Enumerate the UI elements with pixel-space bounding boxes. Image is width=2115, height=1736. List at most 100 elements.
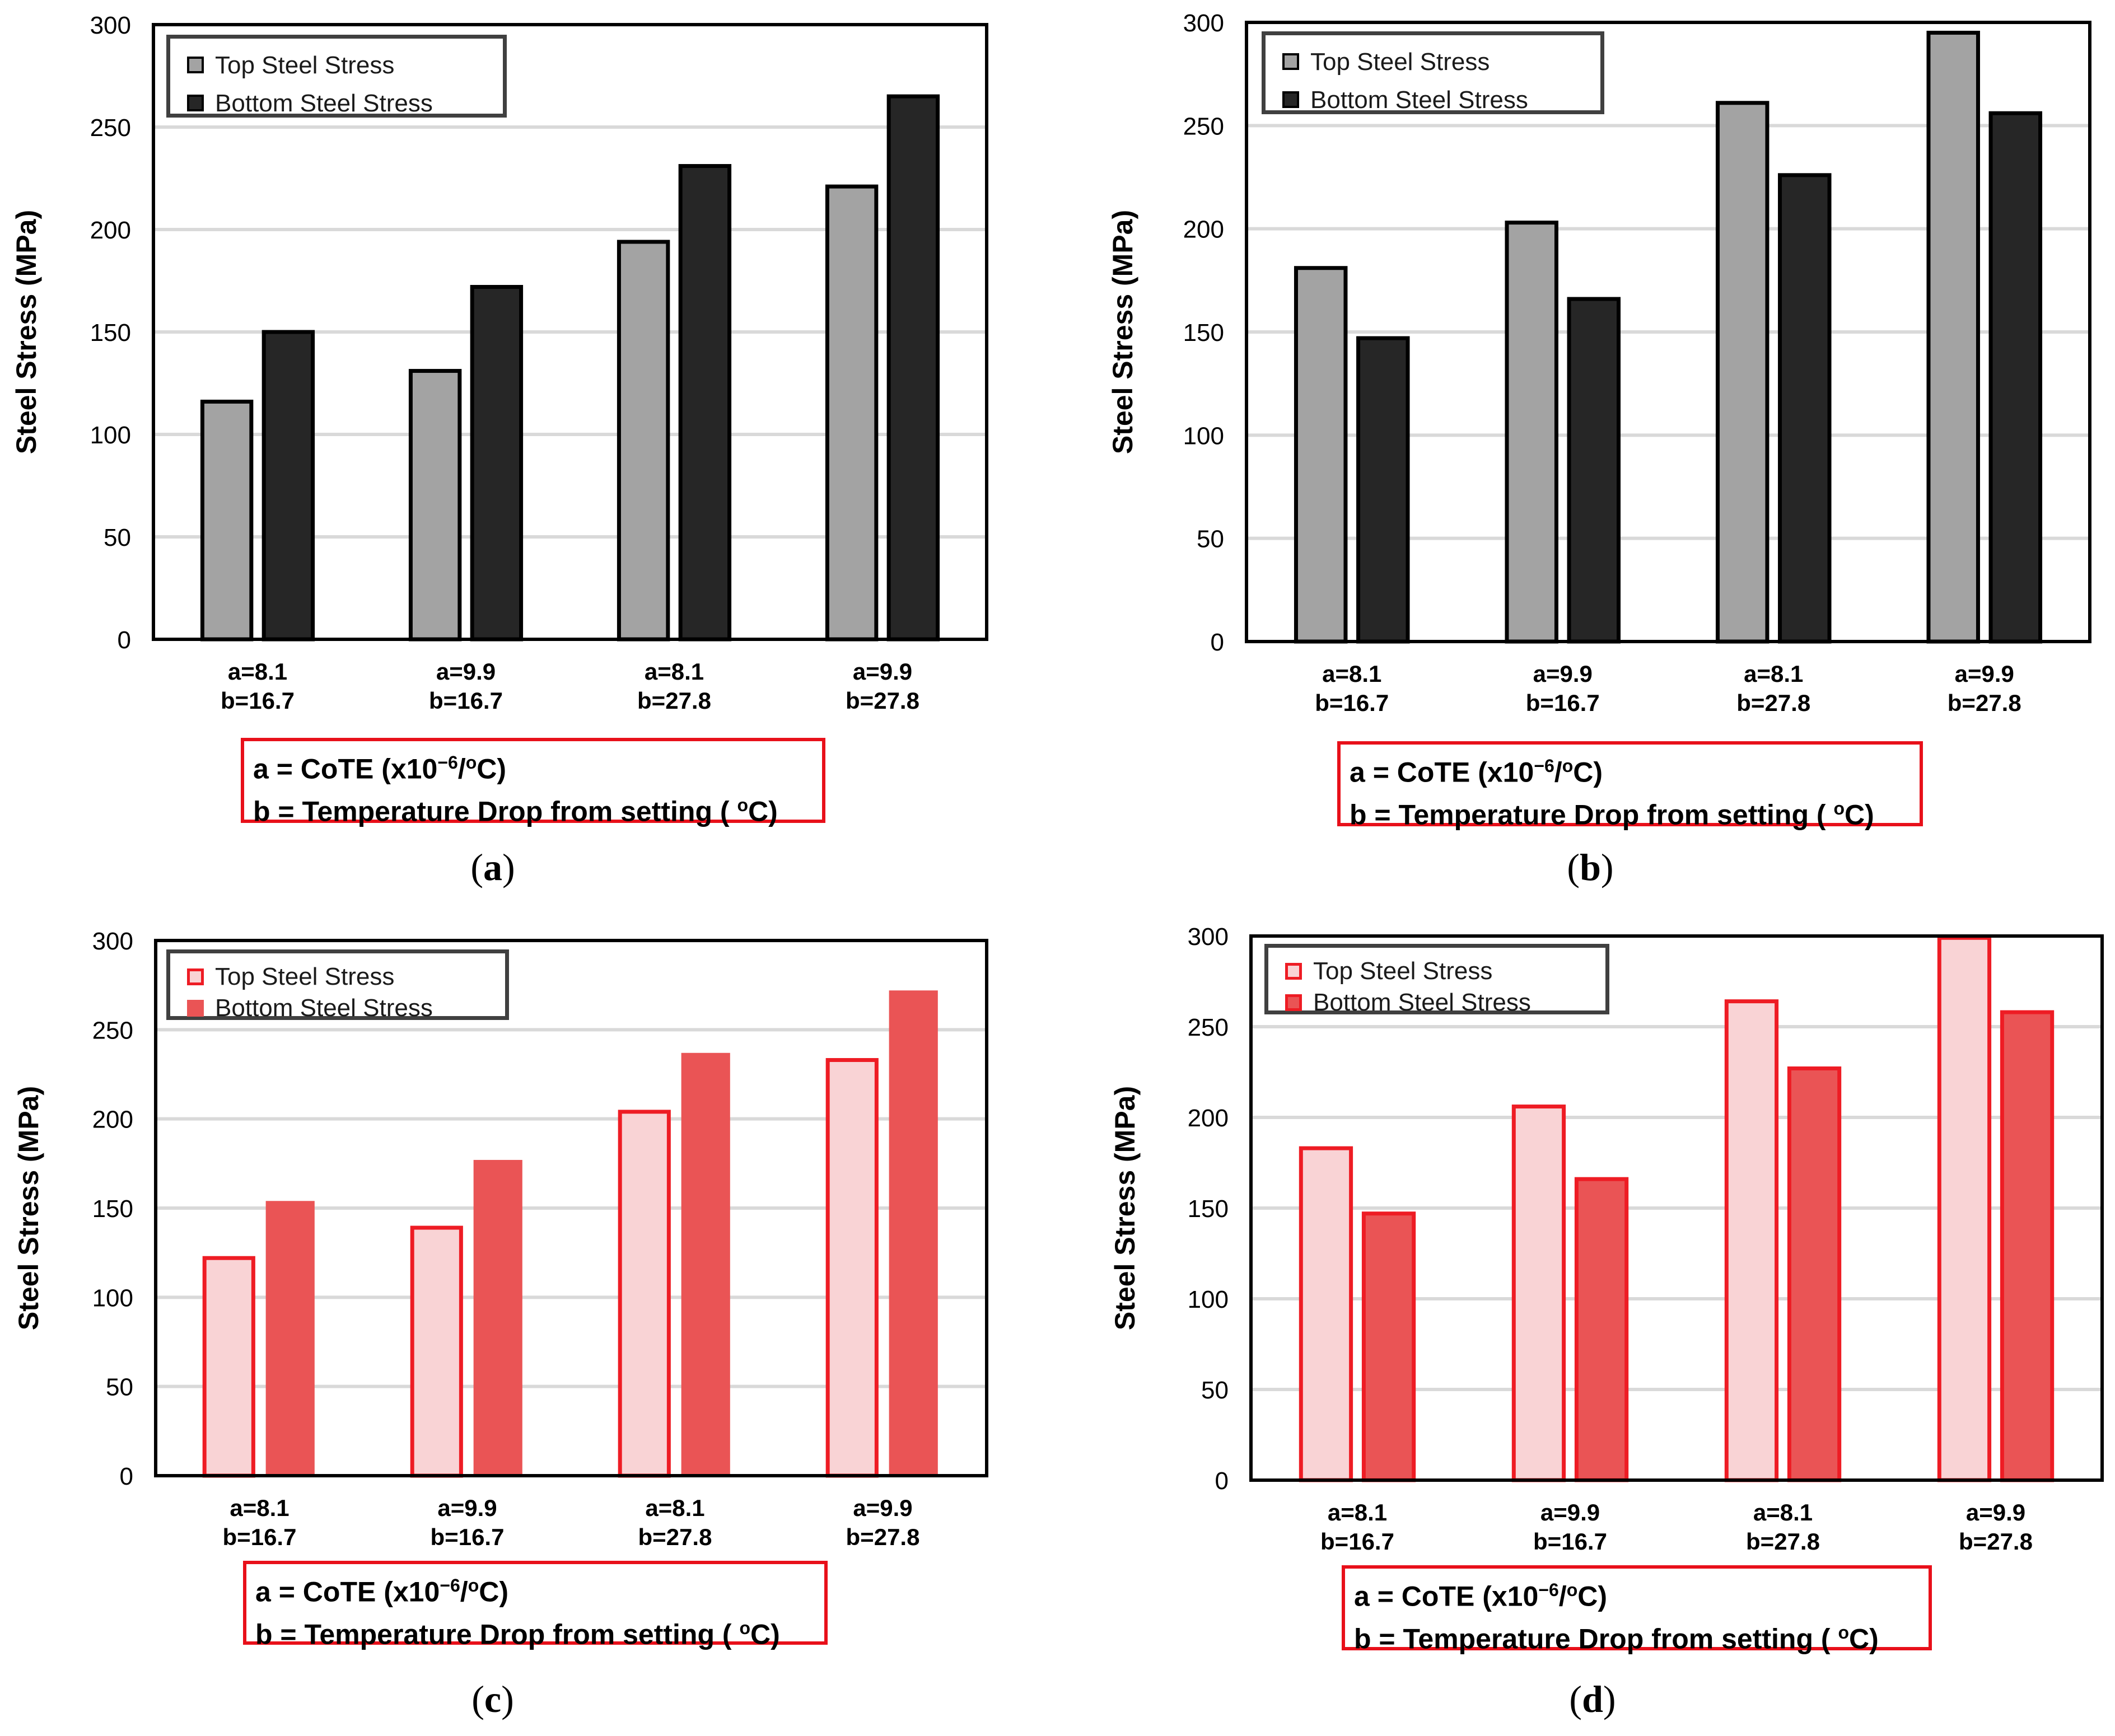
x-tick-label: b=16.7 bbox=[431, 1524, 505, 1550]
legend-label-top: Top Steel Stress bbox=[1310, 48, 1490, 76]
y-axis-label: Steel Stress (MPa) bbox=[1109, 1086, 1141, 1330]
panel-label-a: (a) bbox=[470, 846, 515, 888]
legend-swatch-bottom bbox=[187, 95, 204, 111]
y-tick-label: 50 bbox=[106, 1374, 133, 1401]
y-tick-label: 50 bbox=[1201, 1377, 1229, 1404]
y-tick-label: 100 bbox=[90, 422, 131, 449]
legend-entry-top: Top Steel Stress bbox=[1282, 43, 1589, 81]
bar-bottom-steel bbox=[889, 990, 938, 1476]
x-tick-label: a=9.9 bbox=[853, 1495, 912, 1521]
y-tick-label: 250 bbox=[1183, 113, 1224, 140]
y-tick-label: 250 bbox=[92, 1017, 133, 1044]
y-tick-label: 300 bbox=[92, 928, 133, 955]
bar-top-steel bbox=[200, 399, 254, 642]
legend-c: Top Steel Stress Bottom Steel Stress bbox=[166, 949, 509, 1022]
note-line-1: a = CoTE (x10−6/oC) bbox=[253, 752, 506, 785]
y-tick-label: 300 bbox=[1188, 923, 1229, 951]
note-line-2: b = Temperature Drop from setting ( oC) bbox=[1350, 798, 1874, 831]
x-tick-label: b=27.8 bbox=[1959, 1528, 2033, 1555]
x-tick-label: b=27.8 bbox=[1948, 690, 2021, 716]
x-tick-label: b=27.8 bbox=[1746, 1528, 1820, 1555]
legend-entry-bottom: Bottom Steel Stress bbox=[1285, 987, 1594, 1018]
bar-top-steel bbox=[1724, 999, 1779, 1482]
x-tick-label: a=8.1 bbox=[1753, 1499, 1813, 1526]
y-tick-label: 100 bbox=[92, 1284, 133, 1312]
bar-bottom-steel bbox=[1574, 1177, 1629, 1482]
y-axis-label: Steel Stress (MPa) bbox=[11, 210, 42, 454]
bar-top-steel bbox=[825, 184, 879, 642]
bar-bottom-steel bbox=[262, 330, 315, 642]
bar-top-steel bbox=[618, 1110, 671, 1478]
x-tick-label: b=16.7 bbox=[1533, 1528, 1607, 1555]
y-tick-label: 200 bbox=[1183, 216, 1224, 244]
legend-label-bottom: Bottom Steel Stress bbox=[1310, 86, 1528, 114]
chart-a-svg: 0 50 100 150 200 250 300 Steel Stress (MPa) a=8.… bbox=[11, 12, 988, 714]
bar-bottom-steel bbox=[1567, 297, 1621, 644]
bar-top-steel bbox=[1937, 935, 1992, 1482]
note-line-1: a = CoTE (x10−6/oC) bbox=[255, 1575, 508, 1608]
x-tick-label: a=9.9 bbox=[437, 1495, 497, 1521]
bar-top-steel bbox=[202, 1256, 255, 1478]
bar-bottom-steel bbox=[2000, 1010, 2055, 1482]
legend-label-top: Top Steel Stress bbox=[215, 52, 395, 79]
legend-label-bottom: Bottom Steel Stress bbox=[215, 90, 433, 117]
legend-label-bottom: Bottom Steel Stress bbox=[215, 994, 433, 1022]
x-tick-label: a=8.1 bbox=[228, 658, 287, 685]
legend-label-top: Top Steel Stress bbox=[1313, 957, 1493, 985]
y-tick-label: 150 bbox=[1188, 1195, 1229, 1223]
chart-b-svg: 0 50 100 150 200 250 300 Steel Stress (MPa) a=8.… bbox=[1107, 10, 2091, 716]
y-tick-label: 300 bbox=[1183, 10, 1224, 37]
bar-bottom-steel bbox=[473, 1159, 522, 1476]
x-tick-label: b=27.8 bbox=[1736, 690, 1810, 716]
note-box-b: a = CoTE (x10−6/oC) b = Temperature Drop… bbox=[1337, 741, 1923, 830]
bar-bottom-steel bbox=[1787, 1066, 1842, 1482]
y-tick-label: 100 bbox=[1188, 1286, 1229, 1313]
x-tick-label: a=9.9 bbox=[1540, 1499, 1600, 1526]
legend-label-bottom: Bottom Steel Stress bbox=[1313, 989, 1531, 1016]
bar-top-steel bbox=[1299, 1146, 1353, 1482]
x-tick-label: a=8.1 bbox=[645, 1495, 704, 1521]
bar-bottom-steel bbox=[265, 1201, 315, 1476]
x-tick-label: b=27.8 bbox=[846, 687, 919, 714]
x-tick-label: a=8.1 bbox=[645, 658, 704, 685]
note-box-c: a = CoTE (x10−6/oC) b = Temperature Drop… bbox=[243, 1561, 828, 1650]
x-tick-label: b=16.7 bbox=[221, 687, 295, 714]
y-tick-label: 50 bbox=[1197, 526, 1224, 553]
panel-label-b: (b) bbox=[1567, 846, 1614, 888]
y-tick-label: 200 bbox=[90, 217, 131, 244]
legend-entry-bottom: Bottom Steel Stress bbox=[187, 85, 492, 123]
panel-label-c: (c) bbox=[471, 1678, 514, 1720]
note-line-2: b = Temperature Drop from setting ( oC) bbox=[253, 794, 778, 827]
legend-entry-bottom: Bottom Steel Stress bbox=[187, 993, 494, 1024]
note-line-2: b = Temperature Drop from setting ( oC) bbox=[1354, 1622, 1879, 1655]
y-tick-label: 200 bbox=[1188, 1105, 1229, 1132]
x-tick-label: a=9.9 bbox=[853, 658, 912, 685]
x-tick-label: b=27.8 bbox=[638, 1524, 712, 1550]
legend-swatch-top bbox=[187, 968, 204, 985]
bar-bottom-steel bbox=[1778, 173, 1832, 644]
x-tick-label: a=9.9 bbox=[436, 658, 496, 685]
y-axis-label: Steel Stress (MPa) bbox=[13, 1086, 44, 1330]
y-tick-label: 300 bbox=[90, 12, 131, 39]
bar-bottom-steel bbox=[678, 164, 732, 642]
bar-bottom-steel bbox=[1361, 1211, 1416, 1482]
plot-frame bbox=[1249, 934, 2104, 1482]
x-tick-label: b=16.7 bbox=[1526, 690, 1600, 716]
y-tick-label: 150 bbox=[92, 1195, 133, 1223]
y-tick-label: 200 bbox=[92, 1106, 133, 1134]
note-line-1: a = CoTE (x10−6/oC) bbox=[1350, 756, 1603, 788]
x-tick-label: a=8.1 bbox=[1322, 661, 1381, 687]
legend-swatch-top bbox=[1282, 53, 1299, 70]
bar-bottom-steel bbox=[1988, 111, 2043, 644]
x-tick-label: b=16.7 bbox=[1320, 1528, 1394, 1555]
panel-label-d: (d) bbox=[1569, 1678, 1616, 1720]
y-tick-label: 100 bbox=[1183, 422, 1224, 450]
note-box-a: a = CoTE (x10−6/oC) b = Temperature Drop… bbox=[241, 738, 825, 827]
legend-entry-top: Top Steel Stress bbox=[1285, 956, 1594, 987]
x-tick-label: a=9.9 bbox=[1966, 1499, 2025, 1526]
note-line-2: b = Temperature Drop from setting ( oC) bbox=[255, 1617, 780, 1650]
x-tick-label: b=16.7 bbox=[429, 687, 503, 714]
y-tick-label: 0 bbox=[120, 1463, 133, 1490]
